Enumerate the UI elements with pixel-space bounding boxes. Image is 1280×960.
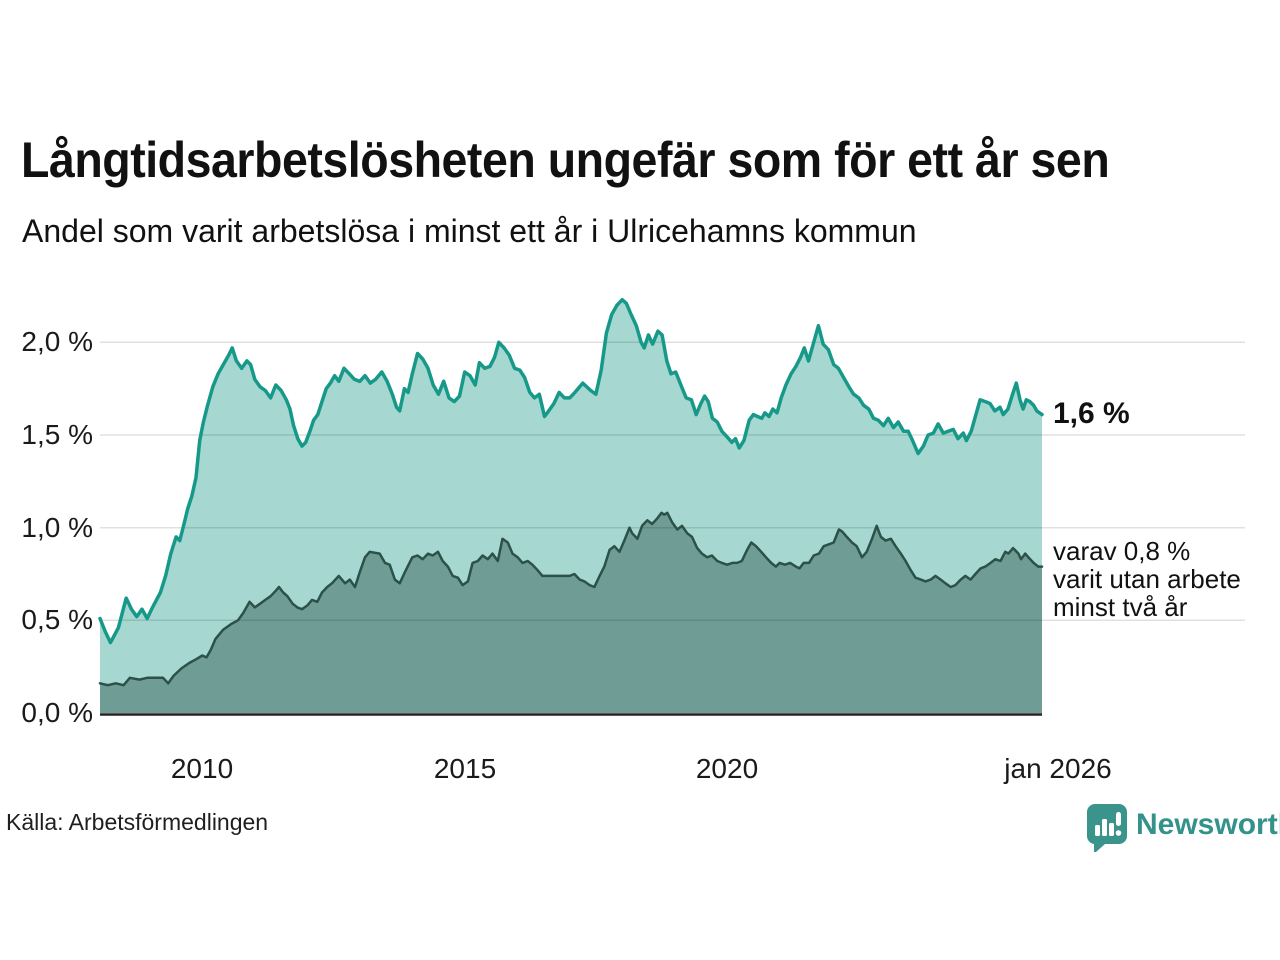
bar-chart-speech-bubble-icon [1087, 804, 1127, 852]
total-line [98, 297, 1044, 645]
x-axis-tick-label: 2015 [433, 753, 497, 784]
secondary-annotation-line: varav 0,8 % [1053, 536, 1191, 566]
secondary-value-annotation: varav 0,8 % varit utan arbete minst två år [1053, 537, 1241, 621]
y-axis-tick-label: 0,0 % [21, 697, 93, 728]
newsworthy-wordmark: Newsworthy [1136, 808, 1280, 841]
x-axis-tick-label: 2020 [695, 753, 759, 784]
x-axis-tick-label: 2010 [170, 753, 234, 784]
latest-value-label: 1,6 % [1053, 397, 1130, 430]
two_years-area-fill [100, 512, 1042, 713]
y-axis-tick-label: 0,5 % [21, 604, 93, 635]
y-axis-tick-label: 2,0 % [21, 326, 93, 357]
x-axis-tick-label: jan 2026 [1004, 753, 1112, 784]
page-subtitle: Andel som varit arbetslösa i minst ett å… [22, 213, 917, 249]
secondary-annotation-line: varit utan arbete [1053, 564, 1241, 594]
two_years-line [98, 511, 1044, 687]
y-axis-tick-label: 1,5 % [21, 419, 93, 450]
secondary-annotation-line: minst två år [1053, 592, 1188, 622]
newsworthy-branding: Newsworthy [1087, 804, 1280, 852]
page-title: Långtidsarbetslösheten ungefär som för e… [21, 132, 1110, 188]
y-axis-tick-label: 1,0 % [21, 512, 93, 543]
source-credit: Källa: Arbetsförmedlingen [6, 809, 269, 835]
